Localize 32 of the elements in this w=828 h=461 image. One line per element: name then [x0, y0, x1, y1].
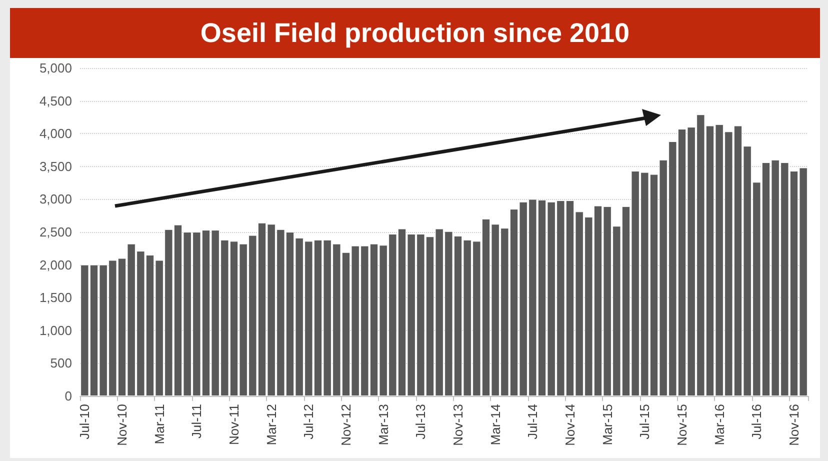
y-tick-label: 0: [64, 388, 72, 404]
x-tick-label: Mar-14: [488, 404, 503, 446]
y-tick-label: 1,000: [39, 322, 72, 338]
y-tick-label: 4,000: [39, 126, 72, 142]
x-tick-label: Nov-13: [450, 404, 466, 446]
x-tick-label: Nov-10: [114, 404, 130, 446]
x-tick-label: Nov-15: [674, 404, 690, 446]
y-tick-label: 3,500: [39, 158, 72, 174]
x-tick-label: Jul-12: [301, 404, 316, 440]
x-tick-label: Jul-15: [637, 404, 652, 440]
y-tick-label: 5,000: [39, 60, 72, 76]
x-tick-label: Mar-16: [712, 404, 727, 446]
x-tick-label: Jul-16: [749, 404, 764, 440]
x-tick-label: Nov-14: [562, 404, 578, 446]
x-tick-label: Mar-15: [600, 404, 615, 446]
x-tick-label: Jul-11: [189, 404, 204, 438]
x-tick-label: Mar-13: [376, 404, 391, 446]
y-tick-label: 4,500: [39, 93, 72, 108]
chart-title: Oseil Field production since 2010: [10, 8, 820, 58]
x-tick-label: Nov-11: [226, 404, 242, 445]
x-tick-label: Mar-12: [264, 404, 279, 446]
y-tick-label: 1,500: [39, 290, 72, 306]
y-tick-label: 500: [50, 356, 72, 371]
x-tick-label: Nov-16: [786, 404, 802, 446]
x-tick-label: Nov-12: [338, 404, 354, 446]
x-tick-label: Mar-11: [152, 404, 167, 444]
x-tick-label: Jul-10: [77, 404, 92, 440]
y-tick-label: 3,000: [39, 192, 72, 207]
x-tick-label: Jul-14: [525, 404, 540, 440]
y-tick-label: 2,500: [39, 224, 72, 240]
y-tick-label: 2,000: [39, 257, 72, 272]
x-tick-label: Jul-13: [413, 404, 428, 440]
